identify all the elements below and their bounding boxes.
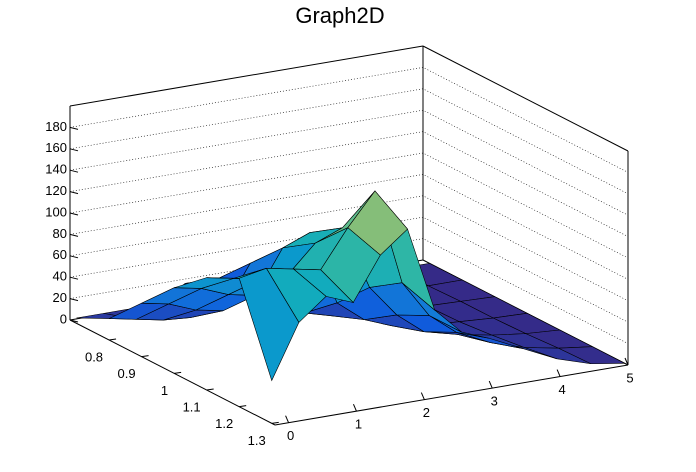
z-tick-label: 120 bbox=[45, 183, 67, 198]
y-tick bbox=[239, 405, 247, 408]
x-tick-label: 0 bbox=[287, 428, 294, 443]
z-tick bbox=[69, 169, 79, 173]
box-edge bbox=[422, 45, 629, 152]
grid-line bbox=[69, 67, 629, 173]
x-tick bbox=[353, 403, 357, 412]
y-tick bbox=[141, 355, 149, 358]
y-tick bbox=[108, 338, 117, 341]
z-tick bbox=[69, 276, 79, 280]
x-tick bbox=[285, 415, 290, 423]
x-tick bbox=[488, 380, 493, 389]
y-tick-label: 0.8 bbox=[85, 349, 103, 364]
z-tick-label: 60 bbox=[53, 247, 67, 262]
y-axis bbox=[69, 319, 276, 426]
chart-title: Graph2D bbox=[295, 3, 384, 28]
z-tick-label: 180 bbox=[45, 119, 67, 134]
x-tick bbox=[624, 357, 629, 366]
x-tick-label: 4 bbox=[558, 382, 565, 397]
z-tick-label: 20 bbox=[53, 290, 67, 305]
z-tick bbox=[69, 212, 79, 216]
z-tick-label: 140 bbox=[45, 162, 67, 177]
z-tick bbox=[69, 191, 79, 195]
z-tick bbox=[69, 255, 79, 259]
z-tick bbox=[69, 233, 79, 237]
z-tick bbox=[69, 148, 79, 152]
y-tick bbox=[271, 421, 279, 424]
y-tick bbox=[174, 371, 182, 374]
z-tick bbox=[69, 298, 79, 302]
surface-cell bbox=[238, 267, 300, 382]
y-tick-label: 1.2 bbox=[215, 416, 233, 431]
x-axis bbox=[274, 364, 629, 426]
x-tick-label: 3 bbox=[491, 394, 498, 409]
z-tick-label: 80 bbox=[53, 226, 67, 241]
x-tick-label: 1 bbox=[355, 417, 362, 432]
grid-line bbox=[69, 109, 629, 216]
x-tick bbox=[420, 392, 425, 400]
y-tick-label: 1.1 bbox=[183, 399, 201, 414]
y-tick bbox=[206, 388, 214, 391]
y-tick-label: 0.9 bbox=[118, 366, 136, 381]
z-tick-label: 40 bbox=[53, 269, 67, 284]
x-tick bbox=[556, 369, 561, 377]
z-tick bbox=[69, 126, 79, 130]
x-tick-label: 2 bbox=[423, 405, 430, 420]
z-tick-label: 100 bbox=[45, 204, 67, 219]
x-tick-label: 5 bbox=[626, 370, 633, 385]
y-tick-label: 1 bbox=[161, 383, 168, 398]
box-edge bbox=[69, 45, 424, 107]
y-tick-label: 1.3 bbox=[248, 433, 266, 448]
z-tick-label: 0 bbox=[60, 311, 67, 326]
grid-line bbox=[69, 88, 629, 195]
z-tick-label: 160 bbox=[45, 140, 67, 155]
